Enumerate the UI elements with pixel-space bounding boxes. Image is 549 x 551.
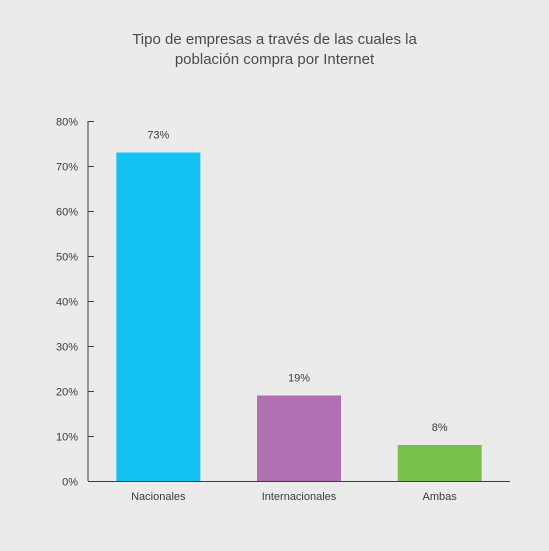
- bar-ambas: [397, 445, 482, 481]
- bar-nacionales: [116, 152, 201, 481]
- data-label: 8%: [432, 422, 448, 434]
- data-label: 73%: [147, 130, 169, 142]
- y-axis: 0% 10% 20% 30% 40% 50% 60% 70% 80%: [56, 117, 94, 489]
- y-tick-label: 10%: [56, 432, 78, 444]
- y-tick-label: 0%: [62, 477, 78, 489]
- y-tick-label: 40%: [56, 297, 78, 309]
- chart-title: Tipo de empresas a través de las cuales …: [0, 30, 549, 70]
- y-tick-label: 80%: [56, 117, 78, 129]
- chart-title-line-1: Tipo de empresas a través de las cuales …: [132, 31, 417, 48]
- y-tick-label: 70%: [56, 162, 78, 174]
- y-tick-label: 30%: [56, 342, 78, 354]
- data-label: 19%: [288, 373, 310, 385]
- x-axis: Nacionales Internacionales Ambas: [88, 481, 510, 503]
- x-category-label: Internacionales: [262, 491, 337, 503]
- chart-title-line-2: población compra por Internet: [174, 51, 375, 68]
- bar-internacionales: [257, 395, 341, 481]
- bars: 73% 19% 8%: [116, 130, 482, 481]
- y-tick-label: 60%: [56, 207, 78, 219]
- x-category-label: Nacionales: [131, 491, 186, 503]
- x-category-label: Ambas: [423, 491, 458, 503]
- y-tick-label: 20%: [56, 387, 78, 399]
- y-tick-label: 50%: [56, 252, 78, 264]
